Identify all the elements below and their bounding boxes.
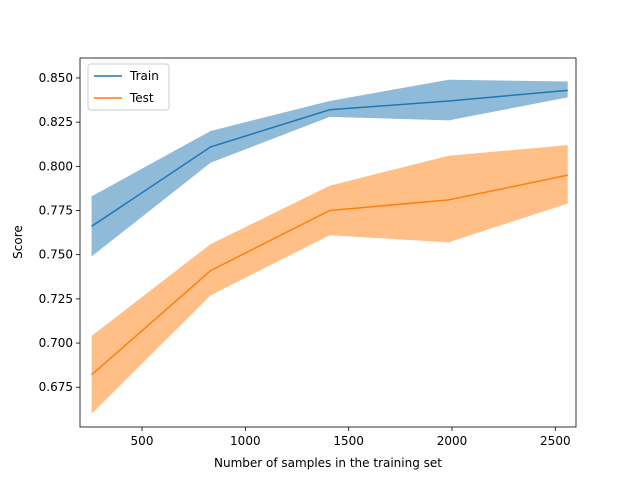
y-tick-label: 0.850 — [39, 71, 73, 85]
confidence-bands — [91, 79, 568, 414]
test-confidence-band — [91, 145, 568, 414]
y-tick-label: 0.750 — [39, 248, 73, 262]
x-tick-label: 1500 — [333, 434, 364, 448]
train-line — [91, 89, 568, 228]
x-tick-label: 2000 — [437, 434, 468, 448]
y-tick-label: 0.700 — [39, 336, 73, 350]
plot-frame — [79, 57, 577, 428]
x-tick-label: 1000 — [230, 434, 261, 448]
x-axis-ticks: 500 1000 1500 2000 2500 — [131, 427, 571, 448]
x-tick-label: 2500 — [540, 434, 571, 448]
train-confidence-band — [91, 79, 568, 257]
legend-label-test: Test — [129, 91, 154, 105]
x-axis-label: Number of samples in the training set — [214, 456, 442, 470]
test-line — [91, 174, 568, 376]
y-tick-label: 0.825 — [39, 115, 73, 129]
y-axis-ticks: 0.675 0.700 0.725 0.750 0.775 0.800 0.825 0.850 — [39, 71, 80, 394]
y-axis-label: Score — [11, 225, 25, 259]
y-tick-label: 0.725 — [39, 292, 73, 306]
y-tick-label: 0.800 — [39, 159, 73, 173]
y-tick-label: 0.775 — [39, 204, 73, 218]
legend-label-train: Train — [129, 69, 159, 83]
legend: Train Test — [87, 63, 170, 111]
series-lines — [91, 89, 568, 376]
y-tick-label: 0.675 — [39, 380, 73, 394]
x-tick-label: 500 — [131, 434, 154, 448]
